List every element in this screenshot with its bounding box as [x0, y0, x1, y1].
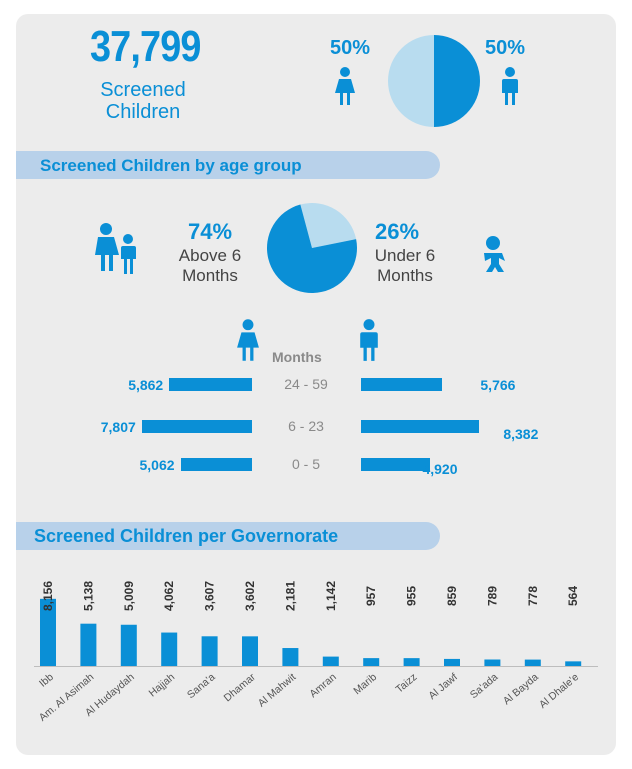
age-section-band: [16, 151, 440, 179]
governorate-bar: [403, 658, 420, 666]
bar-boys: [361, 378, 443, 391]
age-range-label: 6 - 23: [288, 418, 324, 434]
months-title: Months: [272, 349, 322, 365]
under-6-label-line2: Months: [377, 266, 433, 285]
bar-boys: [361, 458, 431, 471]
governorate-category-label: Ibb: [37, 671, 56, 690]
boys-value-label: 4,920: [422, 461, 458, 477]
governorate-category-label: Sa'ada: [468, 671, 501, 701]
gov-section-title: Screened Children per Governorate: [34, 526, 339, 546]
pie-slice-girls: [388, 35, 434, 127]
governorate-value-label: 564: [566, 586, 580, 606]
governorate-bar: [40, 598, 56, 666]
governorate-category-label: Al Mahwit: [256, 671, 299, 710]
governorate-value-label: 1,142: [324, 581, 338, 611]
bar-girls: [169, 378, 252, 391]
above-6-pct: 74%: [188, 219, 233, 244]
baby-icon: [484, 236, 505, 272]
governorate-value-label: 5,009: [122, 581, 136, 611]
governorate-value-label: 2,181: [283, 581, 297, 611]
under-6-label-line1: Under 6: [374, 246, 436, 265]
bar-girls: [141, 420, 252, 433]
governorate-bar: [484, 659, 501, 666]
governorate-bar: [161, 632, 178, 666]
pie-slice-under-6: [300, 203, 357, 248]
governorate-value-label: 957: [364, 586, 378, 606]
pie-slice-boys: [434, 35, 480, 127]
governorate-bar: [363, 658, 380, 666]
governorate-category-label: Al Bayda: [501, 671, 541, 707]
boys-value-label: 5,766: [480, 377, 516, 393]
above-6-label-line1: Above 6: [178, 246, 242, 265]
girl-icon: [335, 67, 355, 105]
girls-value-label: 7,807: [100, 419, 136, 435]
age-pie-chart: [267, 203, 357, 293]
governorate-category-label: Al Dhale'e: [537, 671, 581, 711]
bar-boys: [361, 420, 480, 433]
governorate-value-label: 3,607: [203, 581, 217, 611]
governorate-bar: [201, 636, 218, 666]
governorate-bar: [120, 624, 137, 666]
governorate-category-label: Dhamar: [222, 671, 259, 705]
boy-icon-bars: [360, 319, 378, 361]
governorate-value-label: 5,138: [81, 581, 95, 611]
governorate-bar: [80, 623, 97, 666]
under-6-pct: 26%: [375, 219, 420, 244]
gov-section-band: [16, 522, 440, 550]
governorate-value-label: 3,602: [243, 581, 257, 611]
governorate-value-label: 789: [485, 586, 499, 606]
children-icon: [95, 223, 136, 274]
girl-icon-bars: [237, 319, 259, 361]
governorate-category-label: Sana'a: [185, 671, 218, 701]
governorate-bar: [242, 636, 258, 666]
bar-girls: [180, 458, 252, 471]
above-6-label-line2: Months: [182, 266, 238, 285]
infographic-card: [16, 14, 616, 755]
gender-pie-chart: [388, 35, 480, 127]
boys-pct: 50%: [485, 37, 526, 59]
governorate-category-label: Amran: [307, 671, 339, 700]
age-section-title: Screened Children by age group: [40, 156, 302, 175]
governorate-value-label: 4,062: [162, 581, 176, 611]
girls-value-label: 5,862: [128, 377, 164, 393]
age-range-label: 0 - 5: [291, 456, 320, 472]
governorate-category-label: Marib: [351, 671, 379, 697]
girls-value-label: 5,062: [139, 457, 175, 473]
governorate-bar: [282, 648, 299, 666]
governorate-value-label: 859: [445, 586, 459, 606]
boy-icon: [502, 67, 518, 105]
governorate-value-label: 8,156: [41, 581, 55, 611]
pie-slice-above-6: [267, 204, 357, 293]
boys-value-label: 8,382: [503, 426, 539, 442]
age-range-label: 24 - 59: [284, 376, 328, 392]
girls-pct: 50%: [330, 37, 371, 59]
governorate-bar: [565, 661, 582, 666]
total-screened-number: 37,799: [90, 22, 201, 71]
governorate-bar: [444, 658, 460, 666]
governorate-bar: [524, 659, 541, 666]
total-label-line2: Children: [105, 101, 181, 123]
governorate-value-label: 778: [526, 586, 540, 606]
governorate-category-label: Hajjah: [147, 671, 178, 699]
governorate-category-label: Taizz: [393, 671, 419, 696]
governorate-value-label: 955: [405, 586, 419, 606]
governorate-bar: [322, 656, 339, 666]
total-label-line1: Screened: [100, 79, 186, 101]
governorate-category-label: Al Jawf: [426, 671, 460, 702]
